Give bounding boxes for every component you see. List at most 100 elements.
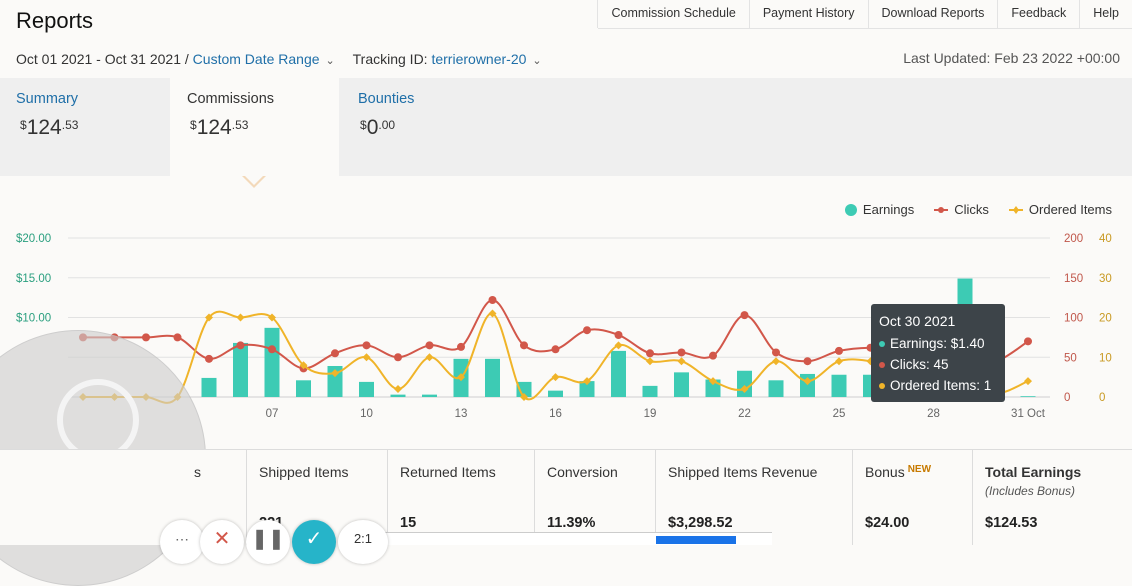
clicks-point [205,354,213,363]
clicks-point [236,341,245,350]
clicks-dot-icon [879,362,885,369]
right-axis-clicks-tick: 0 [1064,392,1070,404]
legend-clicks[interactable]: Clicks [934,202,989,217]
stat-partial-label: s [194,464,201,480]
pause-icon[interactable]: ❚❚ [246,520,290,564]
earnings-dot-icon [844,203,857,216]
new-badge: NEW [907,464,932,475]
earnings-bar [1020,396,1036,397]
stat-label: Returned Items [400,464,496,480]
stat-sublabel: (Includes Bonus) [985,484,1076,498]
top-nav: Commission Schedule Payment History Down… [597,0,1132,29]
earnings-bar [233,342,248,397]
tab-bounties-label: Bounties [358,91,415,107]
stat-conversion: Conversion 11.39% [534,450,655,545]
nav-payment-history[interactable]: Payment History [749,0,869,29]
reports-header: Reports Commission Schedule Payment Hist… [0,0,1132,78]
clicks-point [457,342,465,351]
legend-ordered-items[interactable]: Ordered Items [1008,202,1112,217]
clicks-point [268,345,276,354]
chevron-down-icon[interactable]: ⌄ [325,55,335,67]
earnings-bar [674,372,689,397]
ordered-items-point [772,357,780,366]
nav-feedback[interactable]: Feedback [998,0,1081,29]
ordered-items-point [646,357,654,366]
earnings-bar [422,394,437,397]
stat-label: Shipped Items [259,464,349,480]
clicks-point [772,348,780,357]
ordered-items-point [394,385,402,394]
stat-returned-items: Returned Items 15 [387,450,534,545]
left-axis-tick: $20.00 [16,233,51,245]
stat-partial: s [78,450,238,545]
overlay-blue-button[interactable] [656,536,736,544]
clicks-point [362,341,371,350]
tracking-id-dropdown[interactable]: terrierowner-20 [431,51,527,67]
ordered-items-point [614,341,623,350]
nav-help[interactable]: Help [1080,0,1132,29]
tab-commissions-value: $124.53 [190,116,249,139]
clicks-point [551,345,560,354]
earnings-bar [611,350,626,397]
left-axis-tick: $10.00 [16,313,51,325]
clicks-point [583,326,591,335]
more-icon[interactable]: ⋯ [160,520,204,564]
tab-bounties-value: $0.00 [360,116,396,139]
ordered-items-point [803,377,812,386]
earnings-bar [768,380,784,397]
ordered-items-point [709,377,717,386]
tooltip-title: Oct 30 2021 [879,313,956,329]
page-title: Reports [16,8,94,33]
tooltip-ordered: Ordered Items: 1 [879,378,991,393]
nav-commission-schedule[interactable]: Commission Schedule [598,0,750,29]
stat-label: Shipped Items Revenue [668,464,818,480]
earnings-bar [548,390,563,397]
x-axis-tick: 22 [738,408,751,420]
ordered-line-icon [1008,205,1023,214]
clicks-point [331,349,339,358]
x-axis-tick: 19 [644,408,657,420]
tab-bounties[interactable]: Bounties $0.00 [339,78,509,176]
stat-bonus: Bonus NEW $24.00 [852,450,973,545]
stat-label: Bonus NEW [865,464,932,480]
right-axis-items-tick: 30 [1099,273,1112,285]
earnings-bar [831,374,847,397]
clicks-point [520,341,528,350]
clicks-point [488,296,497,305]
earnings-bar [201,377,217,397]
x-axis-tick: 25 [833,408,846,420]
timer-badge: 2:1 [338,520,388,564]
earnings-bar [516,381,532,397]
stat-total-earnings: Total Earnings (Includes Bonus) $124.53 [972,450,1132,545]
ordered-items-point [740,385,749,394]
close-icon[interactable]: ✕ [200,520,244,564]
ordered-items-point [1024,377,1032,386]
ordered-items-point [268,313,276,322]
tab-summary[interactable]: Summary $124.53 [0,78,170,176]
earnings-bar [359,381,374,397]
custom-date-range-dropdown[interactable]: Custom Date Range [192,51,320,67]
clicks-point [1024,337,1032,346]
clicks-line-icon [934,206,949,213]
clicks-point [677,348,686,357]
ordered-items-point [425,353,434,362]
date-range-row: Oct 01 2021 - Oct 31 2021 / Custom Date … [16,51,542,67]
chevron-down-icon[interactable]: ⌄ [532,55,542,67]
x-axis-tick: 13 [455,408,468,420]
ordered-items-point [299,361,308,370]
ordered-items-point [677,357,686,366]
nav-download-reports[interactable]: Download Reports [868,0,999,29]
date-range-text: Oct 01 2021 - Oct 31 2021 / [16,51,189,67]
x-axis-tick: 07 [266,408,279,420]
right-axis-clicks-tick: 50 [1064,352,1077,364]
check-icon[interactable]: ✓ [292,520,336,564]
chart-tooltip: Oct 30 2021 Earnings: $1.40 Clicks: 45 O… [871,304,1005,402]
tab-commissions[interactable]: Commissions $124.53 [170,78,339,176]
ordered-items-point [488,309,497,318]
earnings-bar [390,394,406,397]
stat-shipped-revenue: Shipped Items Revenue $3,298.52 [655,450,852,545]
tracking-id-label: Tracking ID: [352,51,428,67]
legend-earnings[interactable]: Earnings [844,202,914,217]
right-axis-items-tick: 20 [1099,313,1112,325]
report-tabs: Summary $124.53 Commissions $124.53 Boun… [0,78,1132,176]
